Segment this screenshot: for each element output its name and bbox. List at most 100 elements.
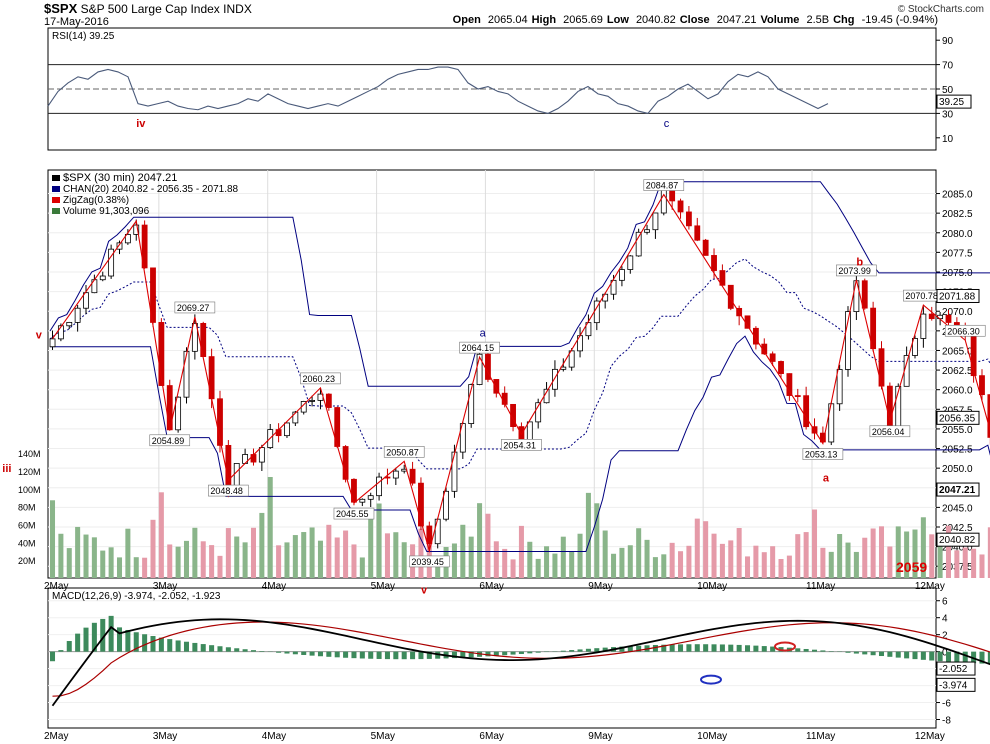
volume-bar — [485, 513, 491, 578]
candle-body — [987, 394, 990, 438]
macd-histogram-bar — [535, 651, 541, 653]
macd-tick-label: 4 — [942, 614, 948, 625]
candle-body — [124, 234, 131, 244]
volume-bar — [669, 542, 675, 578]
candle-body — [49, 338, 56, 348]
price-label-box — [409, 555, 450, 568]
candle-body — [284, 422, 290, 437]
macd-histogram-bar — [460, 651, 466, 658]
wave-label: iii — [2, 463, 11, 475]
macd-histogram-bar — [384, 651, 390, 660]
volume-bar — [803, 532, 809, 578]
macd-histogram-bar — [116, 627, 123, 652]
macd-histogram-bar — [401, 651, 407, 660]
volume-bar — [912, 529, 918, 578]
macd-histogram-bar — [619, 646, 625, 652]
volume-bar — [786, 555, 792, 578]
macd-histogram-bar — [661, 644, 667, 652]
macd-x-axis-label: 5May — [371, 731, 395, 742]
volume-bar — [703, 521, 709, 578]
volume-tick-label: 40M — [18, 538, 36, 548]
volume-bar — [862, 537, 868, 578]
macd-histogram-bar — [326, 651, 332, 657]
price-tick-label: 2060.0 — [942, 386, 973, 397]
rsi-tick-label: 70 — [942, 61, 954, 72]
price-tick-label: 2065.0 — [942, 346, 973, 357]
candle-body — [644, 229, 650, 233]
macd-histogram-bar — [636, 645, 642, 652]
macd-x-axis-label: 4May — [262, 731, 286, 742]
macd-histogram-bar — [845, 651, 851, 653]
macd-value-box — [936, 677, 976, 692]
volume-bar — [661, 554, 667, 578]
candle-body — [836, 369, 843, 405]
wave-label: a — [823, 472, 830, 484]
volume-bar — [920, 517, 926, 578]
macd-histogram-bar — [125, 629, 131, 652]
rsi-value-box — [936, 94, 972, 109]
macd-histogram-bar — [150, 636, 156, 652]
volume-bar — [468, 536, 474, 578]
macd-histogram-bar — [585, 648, 591, 652]
rsi-tick-label: 10 — [942, 134, 954, 145]
volume-bar — [711, 533, 717, 578]
candle-body — [342, 446, 349, 480]
chart-title: $SPX S&P 500 Large Cap Index INDX — [44, 1, 252, 16]
macd-histogram-bar — [820, 650, 826, 652]
volume-bar — [820, 547, 826, 578]
volume-bar — [753, 545, 759, 578]
candle-body — [217, 398, 223, 446]
volume-bar — [719, 543, 725, 578]
macd-histogram-bar — [954, 651, 960, 663]
volume-bar — [217, 555, 223, 578]
volume-bar — [183, 540, 190, 578]
volume-bar — [887, 546, 893, 578]
price-label: 2064.15 — [462, 343, 495, 353]
macd-histogram-bar — [451, 651, 457, 659]
price-label-box — [459, 341, 500, 354]
price-label-box — [174, 301, 216, 314]
volume-tick-label: 20M — [18, 556, 36, 566]
price-tick-label: 2080.0 — [942, 229, 973, 240]
candle-body — [585, 322, 592, 337]
macd-histogram-bar — [108, 615, 114, 652]
price-label: 2056.04 — [872, 427, 905, 437]
macd-histogram-bar — [602, 647, 608, 652]
macd-x-axis-label: 6May — [479, 731, 503, 742]
exchange: INDX — [223, 2, 252, 16]
wave-label: b — [856, 257, 863, 269]
candle-body — [711, 255, 717, 271]
rsi-tick-label: 30 — [942, 109, 954, 120]
volume-bar — [937, 539, 943, 578]
ohlc-close: Close 2047.21 — [679, 14, 757, 26]
ohlc-readout: Open 2065.04 High 2065.69 Low 2040.82 Close… — [449, 14, 938, 26]
candle-body — [83, 292, 89, 309]
macd-histogram-bar — [878, 651, 885, 657]
candle-body — [443, 490, 449, 520]
volume-bar — [225, 528, 231, 578]
macd-histogram-bar — [853, 651, 859, 654]
volume-bar — [50, 500, 56, 578]
volume-bar — [954, 550, 960, 578]
macd-histogram-bar — [368, 651, 374, 659]
macd-tick-label: 6 — [942, 597, 948, 608]
price-label: 2070.78 — [905, 291, 938, 301]
candle-body — [803, 395, 810, 428]
macd-histogram-bar — [510, 651, 516, 655]
volume-bar — [326, 524, 332, 578]
price-label: 2073.99 — [838, 266, 871, 276]
price-label: 2050.87 — [386, 447, 419, 457]
price-value-label: 2071.88 — [939, 291, 976, 302]
candle-body — [191, 322, 198, 352]
volume-bar — [636, 528, 642, 578]
candle-body — [786, 373, 793, 396]
volume-bar — [351, 544, 357, 578]
volume-bar — [250, 527, 256, 578]
volume-bar — [560, 536, 566, 578]
macd-histogram-bar — [426, 651, 432, 659]
price-label: 2045.55 — [336, 509, 369, 519]
macd-cross-marker-up — [700, 674, 722, 685]
macd-signal-line — [52, 621, 990, 697]
volume-bar — [209, 545, 215, 578]
volume-bar — [728, 540, 734, 578]
